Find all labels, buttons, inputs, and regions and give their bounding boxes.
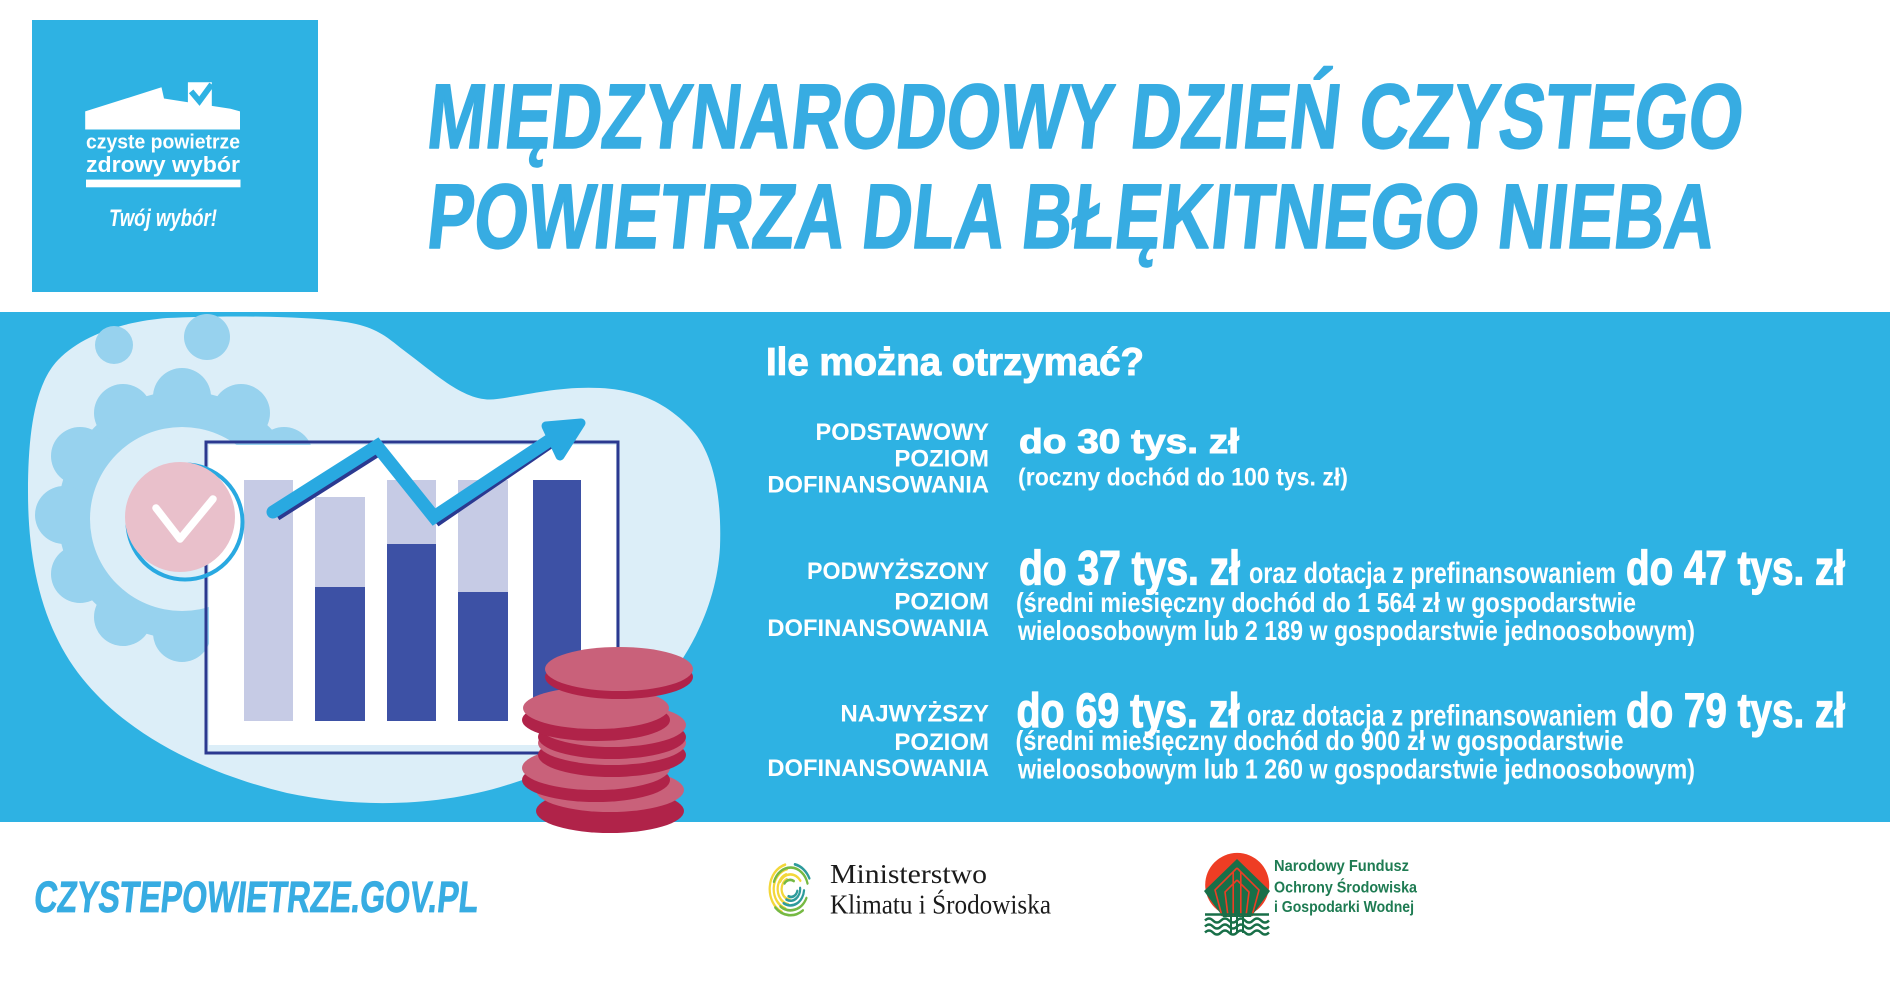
svg-text:Ministerstwo: Ministerstwo [830,859,987,889]
svg-text:wieloosobowym lub 1 260 w gosp: wieloosobowym lub 1 260 w gospodarstwie … [1017,754,1695,785]
svg-text:i Gospodarki Wodnej: i Gospodarki Wodnej [1274,899,1414,916]
svg-text:Ile można otrzymać?: Ile można otrzymać? [766,341,1144,384]
svg-text:oraz dotacja z prefinansowanie: oraz dotacja z prefinansowaniem [1247,700,1617,733]
svg-text:Narodowy Fundusz: Narodowy Fundusz [1274,858,1409,875]
svg-text:MIĘDZYNARODOWY DZIEŃ CZYSTEGO: MIĘDZYNARODOWY DZIEŃ CZYSTEGO [423,64,1749,168]
svg-text:wieloosobowym lub 2 189 w gosp: wieloosobowym lub 2 189 w gospodarstwie … [1017,615,1695,646]
svg-text:Klimatu i Środowiska: Klimatu i Środowiska [830,890,1051,920]
svg-text:DOFINANSOWANIA: DOFINANSOWANIA [767,472,989,499]
svg-text:do 69 tys. zł: do 69 tys. zł [1017,685,1240,738]
svg-text:DOFINANSOWANIA: DOFINANSOWANIA [767,755,989,782]
svg-text:do 37 tys. zł: do 37 tys. zł [1019,542,1240,595]
svg-text:(średni miesięczny dochód do 9: (średni miesięczny dochód do 900 zł w go… [1016,725,1624,756]
svg-text:POZIOM: POZIOM [894,445,989,472]
svg-text:(roczny dochód do 100 tys. zł): (roczny dochód do 100 tys. zł) [1018,464,1348,492]
svg-text:do 30 tys. zł: do 30 tys. zł [1019,423,1240,461]
svg-text:POWIETRZA DLA BŁĘKITNEGO NIEBA: POWIETRZA DLA BŁĘKITNEGO NIEBA [423,164,1721,268]
svg-text:CZYSTEPOWIETRZE.GOV.PL: CZYSTEPOWIETRZE.GOV.PL [32,873,481,922]
svg-text:(średni miesięczny dochód do 1: (średni miesięczny dochód do 1 564 zł w … [1016,587,1636,618]
svg-text:POZIOM: POZIOM [894,589,989,616]
svg-text:do 47 tys. zł: do 47 tys. zł [1626,542,1845,595]
svg-text:Twój wybór!: Twój wybór! [109,205,217,232]
svg-text:Ochrony Środowiska: Ochrony Środowiska [1274,878,1417,896]
svg-text:DOFINANSOWANIA: DOFINANSOWANIA [767,615,989,642]
svg-text:PODSTAWOWY: PODSTAWOWY [816,419,990,446]
svg-text:zdrowy wybór: zdrowy wybór [86,152,240,177]
svg-text:czyste powietrze: czyste powietrze [86,132,240,154]
svg-text:NAJWYŻSZY: NAJWYŻSZY [840,701,989,728]
svg-text:POZIOM: POZIOM [894,729,989,756]
svg-text:oraz dotacja z prefinansowanie: oraz dotacja z prefinansowaniem [1249,557,1616,590]
svg-text:do 79 tys. zł: do 79 tys. zł [1626,685,1845,738]
svg-text:PODWYŻSZONY: PODWYŻSZONY [807,558,989,585]
